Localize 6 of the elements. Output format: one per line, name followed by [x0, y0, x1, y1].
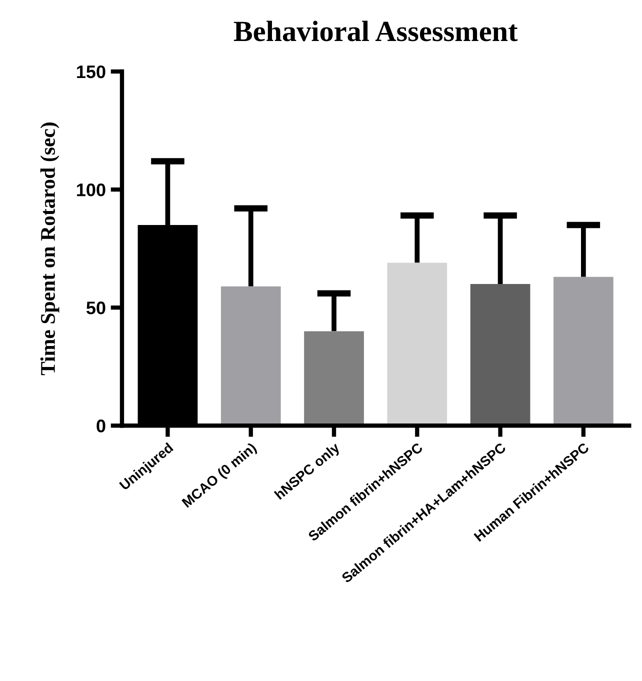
y-tick-label: 50 — [86, 302, 106, 314]
y-tick-label: 0 — [96, 420, 106, 432]
y-tick-label: 100 — [77, 183, 106, 196]
y-axis-title: Time Spent on Rotarod (sec) — [40, 122, 60, 376]
y-tick-label: 150 — [77, 65, 106, 78]
chart-title: Behavioral Assessment — [234, 20, 518, 42]
